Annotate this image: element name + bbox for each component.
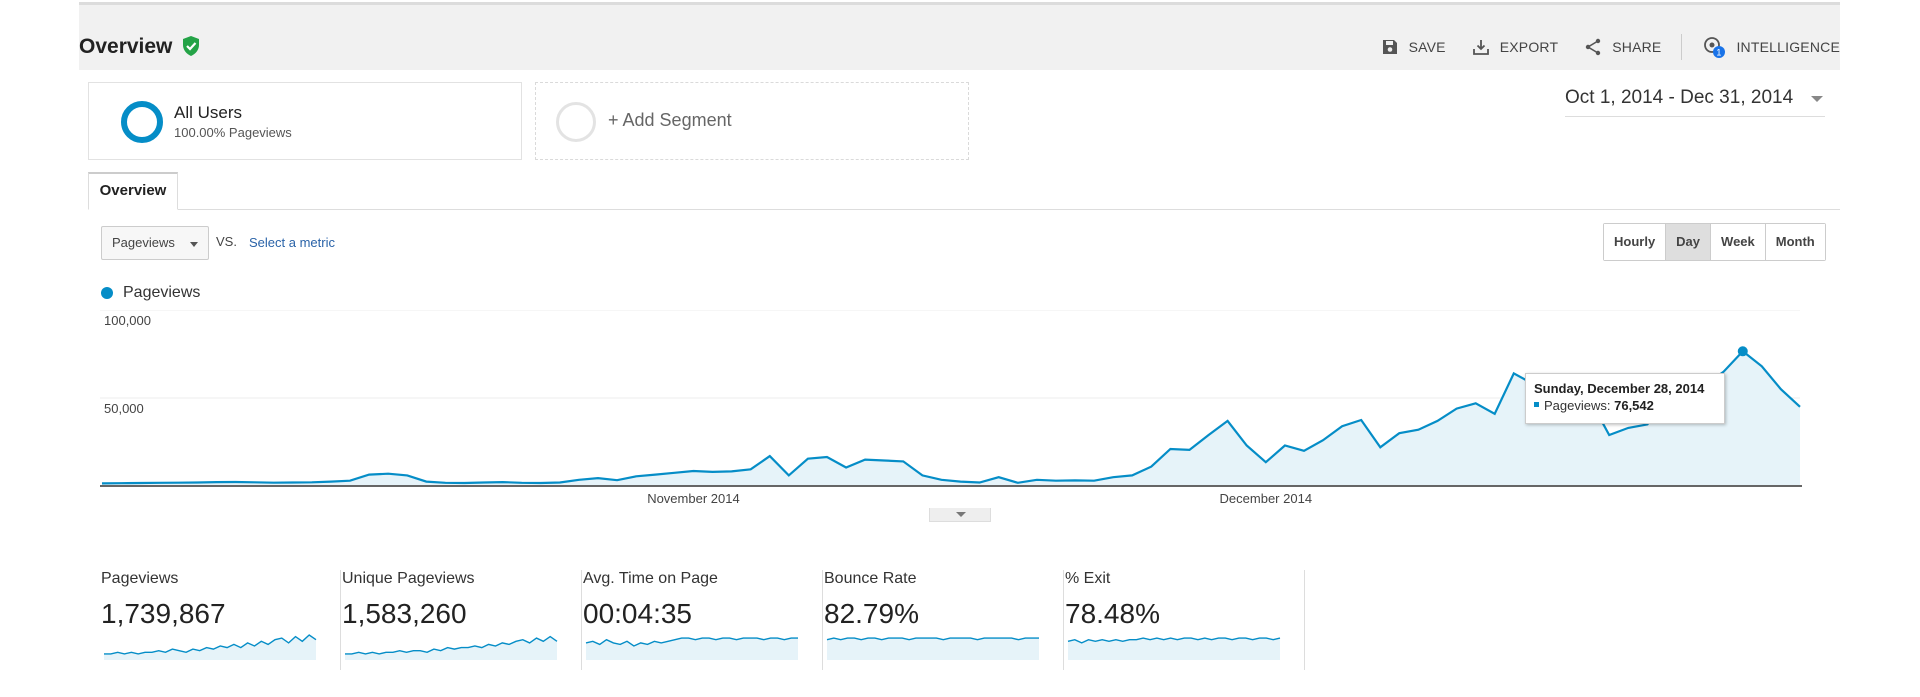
sparkline-area <box>104 635 316 660</box>
scorecard-sparkline <box>585 637 798 660</box>
scorecard-label: Unique Pageviews <box>342 570 475 587</box>
sparkline-area <box>827 638 1039 660</box>
scorecard-label: Avg. Time on Page <box>583 570 718 587</box>
segment-all-users[interactable]: All Users 100.00% Pageviews <box>88 82 522 160</box>
sparkline-line <box>104 634 317 655</box>
scorecard-value: 00:04:35 <box>583 598 692 629</box>
granularity-month[interactable]: Month <box>1764 224 1825 260</box>
segment-name: All Users <box>174 103 243 122</box>
legend-dot <box>101 287 113 299</box>
scorecard-label: % Exit <box>1065 570 1111 587</box>
x-tick-label: December 2014 <box>1219 491 1313 506</box>
empty-segment-ring-icon <box>556 102 596 142</box>
scorecard-sparkline <box>826 637 1039 660</box>
granularity-hourly[interactable]: Hourly <box>1604 224 1666 260</box>
vs-label: VS. <box>216 234 237 249</box>
chevron-down-icon <box>956 512 966 517</box>
scorecard-label: Pageviews <box>101 570 179 587</box>
save-label: SAVE <box>1408 39 1446 55</box>
collapse-chart-toggle[interactable] <box>929 508 991 522</box>
sparkline-line <box>1067 637 1281 644</box>
tooltip-series-marker <box>1534 402 1539 407</box>
scorecard-value: 1,583,260 <box>342 598 467 629</box>
scorecard-label: Bounce Rate <box>824 570 917 587</box>
verified-shield-icon <box>183 36 199 56</box>
intelligence-badge: 1 <box>1717 48 1722 58</box>
report-header: Overview SAVE EXPORT <box>79 2 1840 70</box>
add-segment-button[interactable]: + Add Segment <box>535 82 969 160</box>
chevron-down-icon <box>190 242 198 247</box>
metric-dropdown[interactable]: Pageviews <box>101 226 209 260</box>
page-title: Overview <box>79 35 173 58</box>
legend-label: Pageviews <box>123 284 201 301</box>
pageviews-chart[interactable] <box>100 310 1820 496</box>
segment-subtitle: 100.00% Pageviews <box>174 125 292 140</box>
granularity-day[interactable]: Day <box>1665 224 1711 260</box>
save-button[interactable]: SAVE <box>1381 38 1446 56</box>
scorecard-bounce-rate[interactable]: Bounce Rate 82.79% <box>824 570 1064 670</box>
tooltip-metric-line: Pageviews: 76,542 <box>1544 398 1654 413</box>
date-range-label: Oct 1, 2014 - Dec 31, 2014 <box>1565 87 1794 108</box>
scorecard-unique-pageviews[interactable]: Unique Pageviews 1,583,260 <box>342 570 582 670</box>
tooltip-metric: Pageviews <box>1544 398 1607 413</box>
scorecard-value: 78.48% <box>1065 598 1160 629</box>
sparkline-line <box>345 635 558 655</box>
tab-divider <box>88 209 1840 210</box>
scorecard-value: 1,739,867 <box>101 598 226 629</box>
report-toolbar: SAVE EXPORT SHARE <box>1355 34 1840 60</box>
export-icon <box>1472 40 1489 55</box>
intelligence-button[interactable]: 1 INTELLIGENCE <box>1702 35 1840 59</box>
scorecard-value: 82.79% <box>824 598 919 629</box>
intelligence-icon: 1 <box>1704 37 1726 58</box>
intelligence-label: INTELLIGENCE <box>1736 39 1840 55</box>
add-segment-label: + Add Segment <box>608 110 732 130</box>
metric-dropdown-value: Pageviews <box>112 235 175 250</box>
export-button[interactable]: EXPORT <box>1472 38 1559 56</box>
scorecard-exit-rate[interactable]: % Exit 78.48% <box>1065 570 1305 670</box>
chevron-down-icon <box>1811 96 1823 102</box>
share-button[interactable]: SHARE <box>1584 38 1661 56</box>
date-range-picker[interactable]: Oct 1, 2014 - Dec 31, 2014 <box>1565 87 1825 117</box>
sparkline-line <box>826 637 1039 641</box>
granularity-week[interactable]: Week <box>1710 224 1765 260</box>
scorecard-sparkline <box>1067 637 1281 660</box>
series-area <box>102 351 1800 486</box>
x-tick-label: November 2014 <box>647 491 740 506</box>
scorecard-pageviews[interactable]: Pageviews 1,739,867 <box>101 570 341 670</box>
highlight-point <box>1737 346 1748 357</box>
y-tick-label: 50,000 <box>104 401 144 416</box>
tab-overview[interactable]: Overview <box>88 172 178 210</box>
share-icon <box>1586 38 1601 56</box>
granularity-toggle: Hourly Day Week Month <box>1603 223 1826 261</box>
save-icon <box>1382 40 1397 54</box>
segment-ring-icon <box>121 101 163 143</box>
sparkline-line <box>585 637 798 647</box>
scorecard-sparkline <box>104 634 317 660</box>
share-label: SHARE <box>1612 39 1662 55</box>
scorecard-avg-time-on-page[interactable]: Avg. Time on Page 00:04:35 <box>583 570 823 670</box>
select-metric-link[interactable]: Select a metric <box>249 235 335 250</box>
sparkline-area <box>1068 638 1280 660</box>
sparkline-area <box>586 638 798 660</box>
series-line <box>101 349 1801 485</box>
tooltip-date: Sunday, December 28, 2014 <box>1534 381 1705 396</box>
sparkline-area <box>345 636 557 660</box>
y-tick-label: 100,000 <box>104 313 151 328</box>
toolbar-divider <box>1681 34 1683 60</box>
tooltip-value: 76,542 <box>1614 398 1654 413</box>
export-label: EXPORT <box>1499 39 1559 55</box>
chart-tooltip: Sunday, December 28, 2014 Pageviews: 76,… <box>1525 373 1725 424</box>
scorecard-sparkline <box>345 635 558 660</box>
